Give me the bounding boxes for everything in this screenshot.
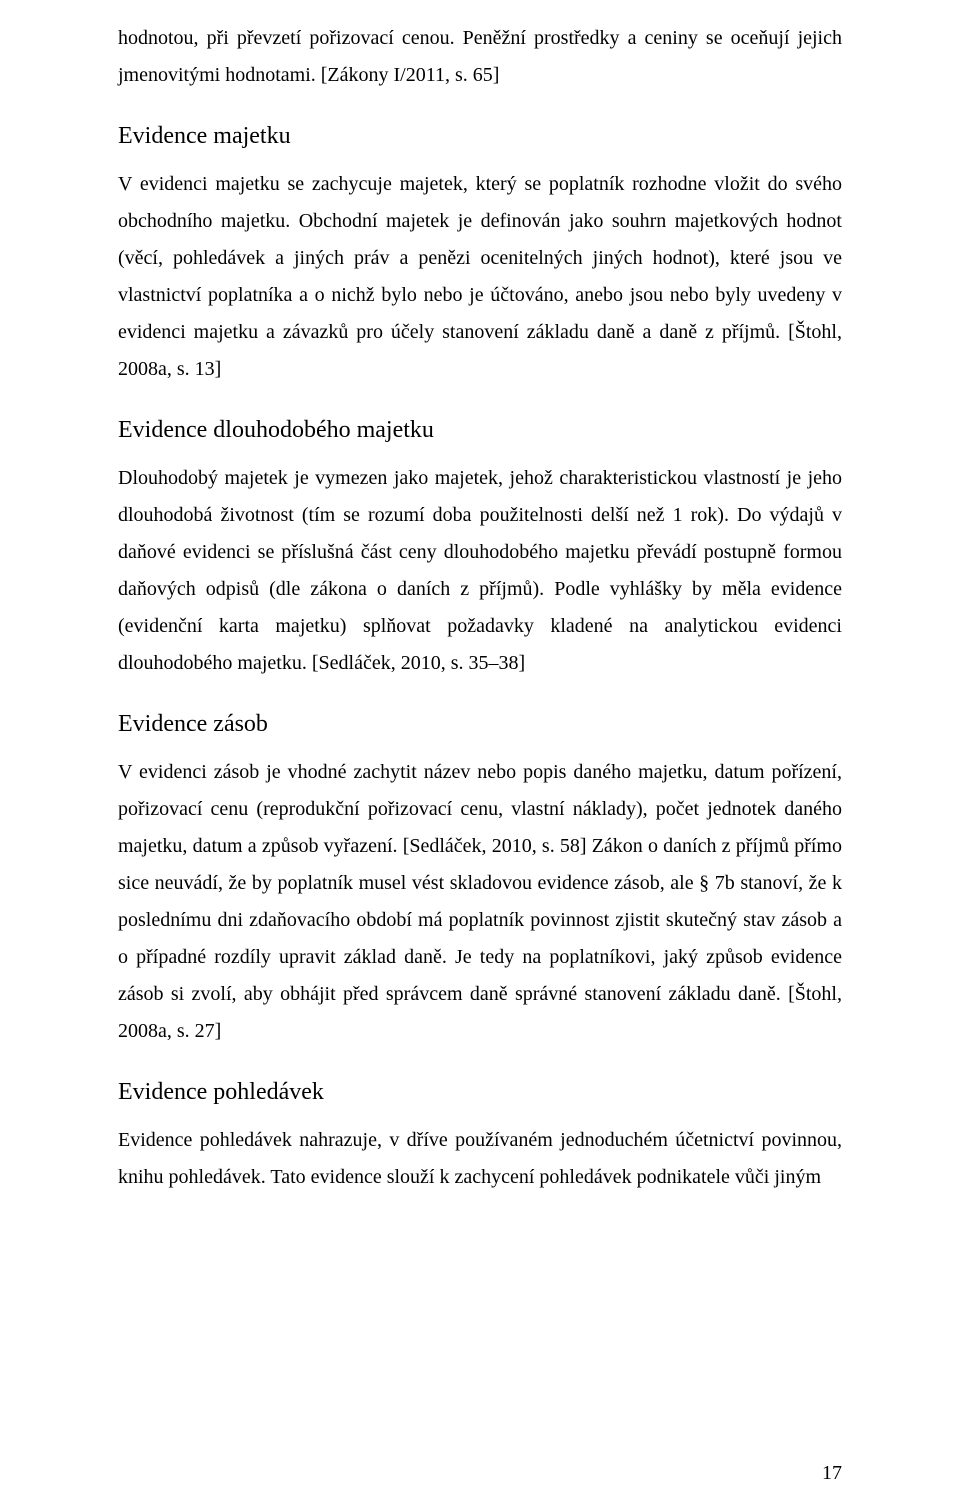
paragraph-evidence-majetku: V evidenci majetku se zachycuje majetek,… (118, 166, 842, 388)
paragraph-evidence-pohledavek: Evidence pohledávek nahrazuje, v dříve p… (118, 1122, 842, 1196)
paragraph-evidence-zasob: V evidenci zásob je vhodné zachytit náze… (118, 754, 842, 1050)
paragraph-evidence-dlouhodobeho: Dlouhodobý majetek je vymezen jako majet… (118, 460, 842, 682)
heading-evidence-pohledavek: Evidence pohledávek (118, 1074, 842, 1110)
page-number: 17 (822, 1462, 842, 1485)
heading-evidence-zasob: Evidence zásob (118, 706, 842, 742)
document-page: hodnotou, při převzetí pořizovací cenou.… (0, 0, 960, 1511)
heading-evidence-dlouhodobeho: Evidence dlouhodobého majetku (118, 412, 842, 448)
paragraph-intro: hodnotou, při převzetí pořizovací cenou.… (118, 20, 842, 94)
heading-evidence-majetku: Evidence majetku (118, 118, 842, 154)
